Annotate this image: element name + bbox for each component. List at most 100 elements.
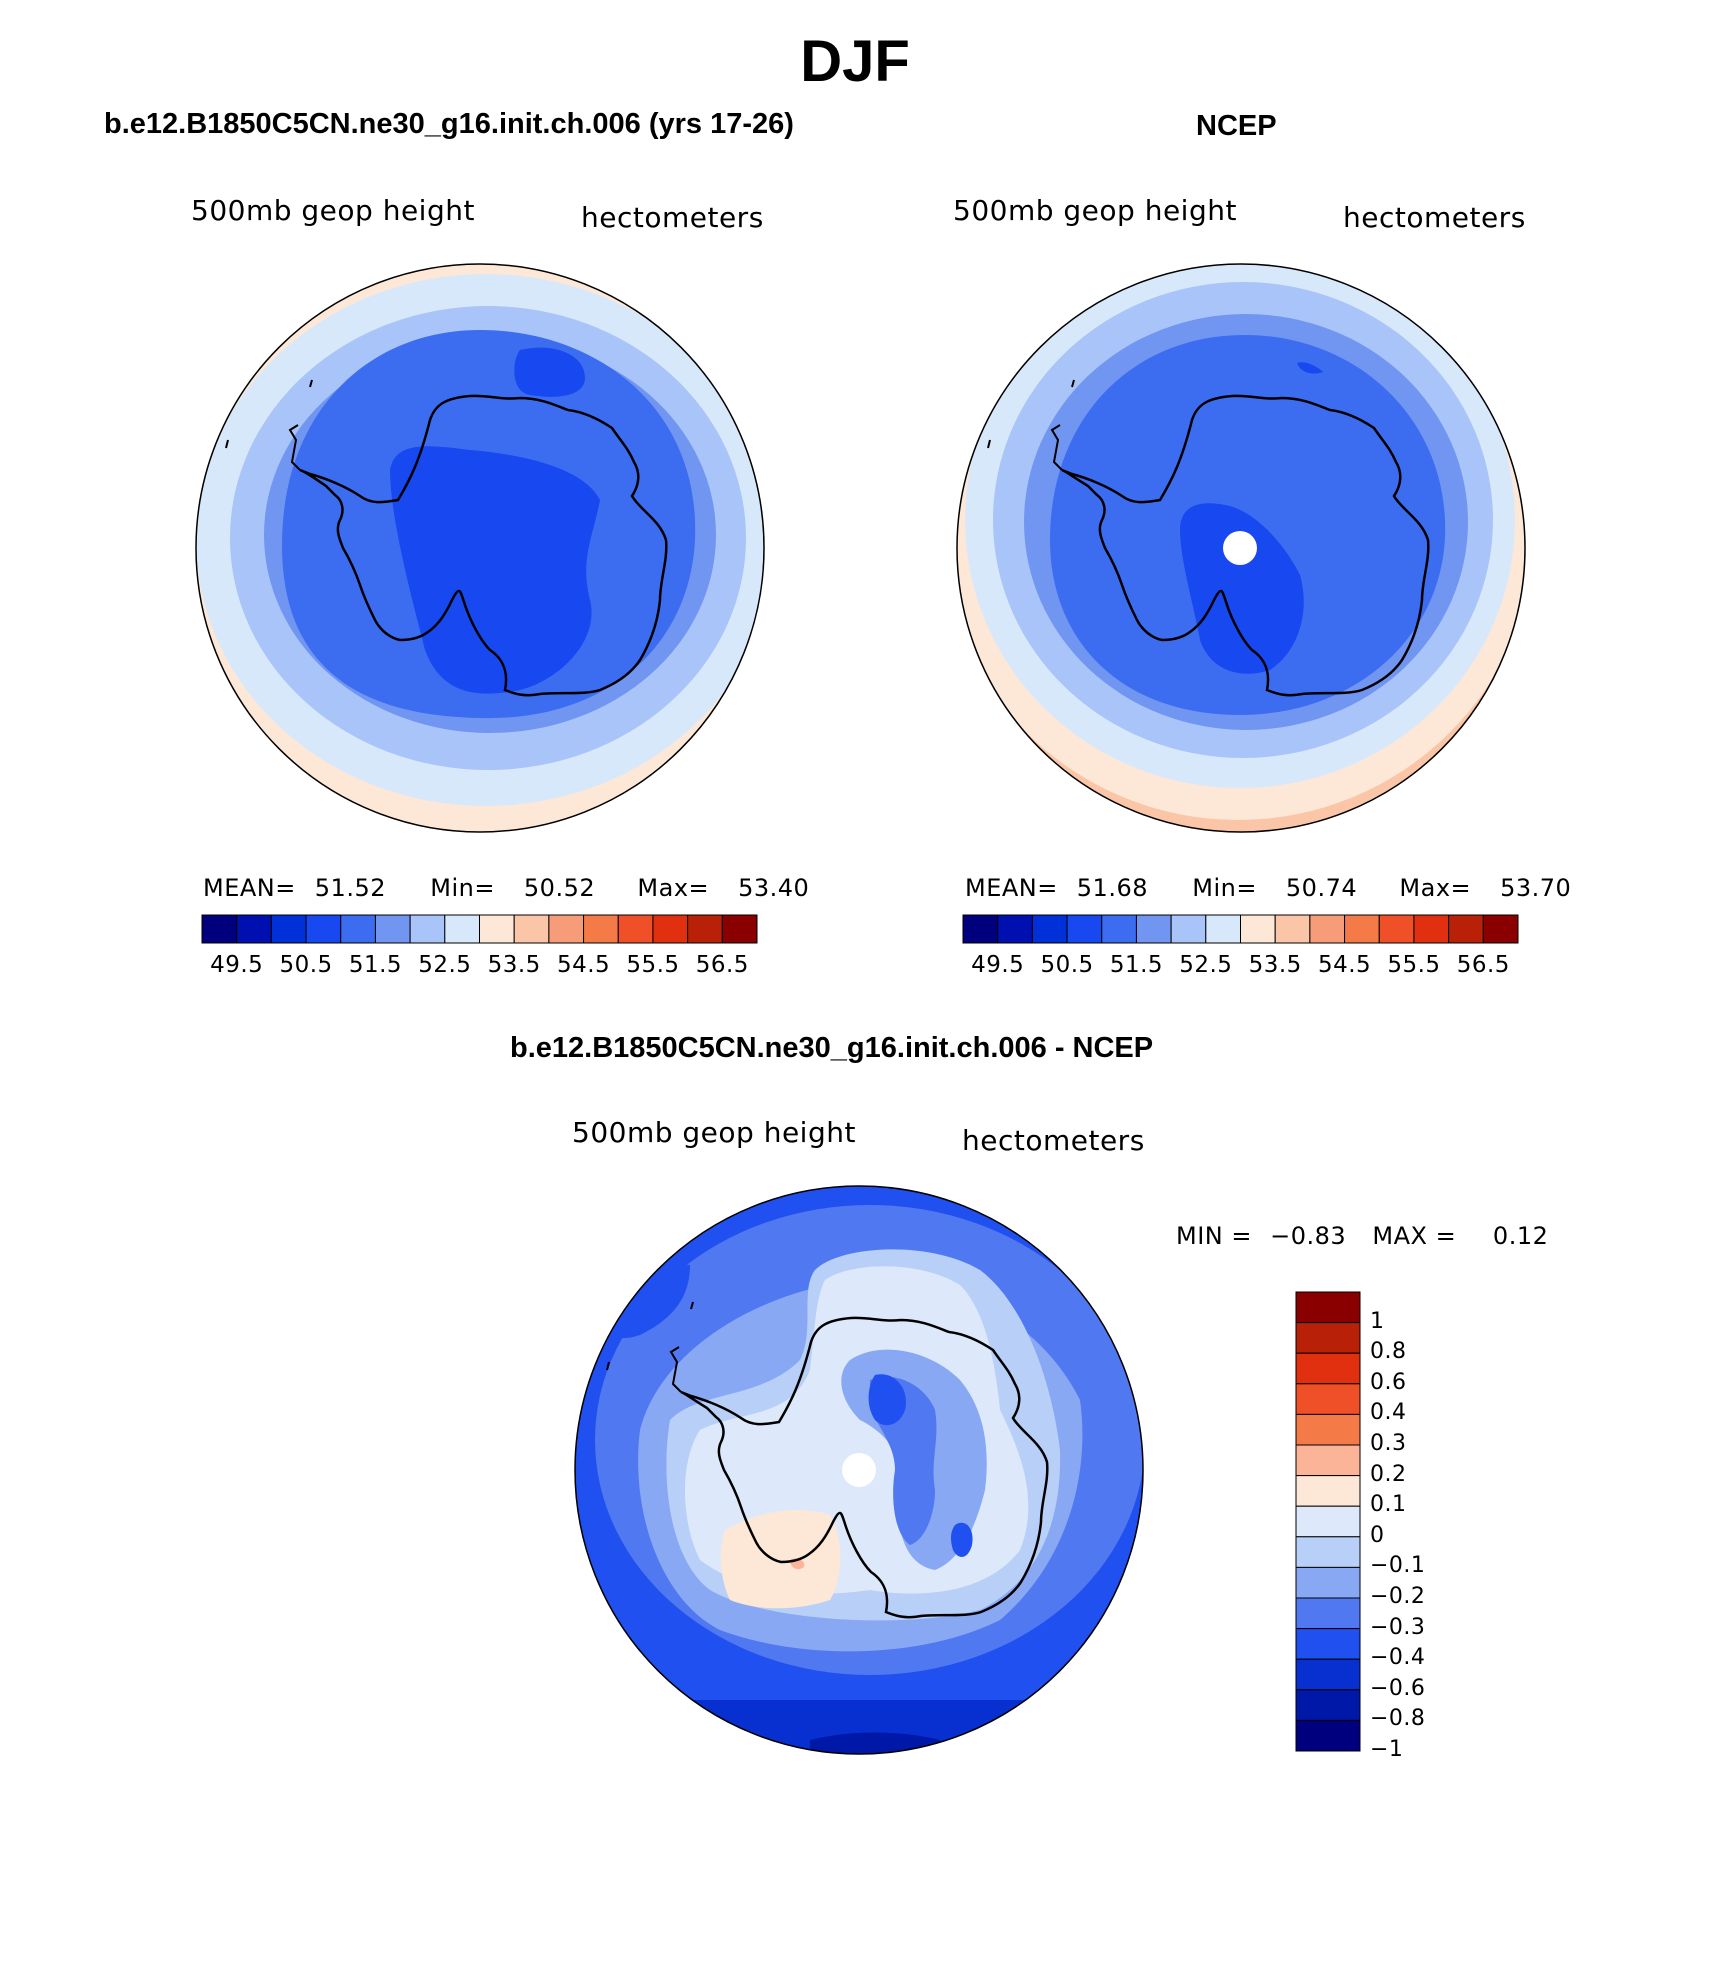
antarctic-peninsula xyxy=(288,424,301,471)
model-colorbar-box xyxy=(236,914,272,944)
obs-units-label: hectometers xyxy=(1343,201,1526,234)
diff-colorbar-box xyxy=(1295,1536,1361,1568)
obs-colorbar-box xyxy=(1031,914,1068,944)
model-colorbar-box xyxy=(583,914,619,944)
figure-title: DJF xyxy=(800,29,910,94)
contour-band xyxy=(868,1374,906,1426)
diff-colorbar-tick-label: −0.2 xyxy=(1370,1584,1426,1609)
model-colorbar-tick-label: 49.5 xyxy=(210,952,264,978)
obs-variable-label: 500mb geop height xyxy=(953,194,1237,227)
diff-colorbar-tick-label: 0.2 xyxy=(1370,1461,1407,1487)
model-colorbar-box xyxy=(409,914,446,944)
obs-min-value: 50.74 xyxy=(1285,874,1358,902)
model-colorbar-box xyxy=(340,914,376,944)
model-colorbar-box xyxy=(513,914,550,944)
map-boundary xyxy=(195,263,765,833)
model-colorbar-ticks: 49.5 50.5 51.5 52.5 53.5 54.5 55.5 56.5 xyxy=(202,952,757,982)
obs-min-label: Min= xyxy=(1192,874,1257,902)
contour-band xyxy=(950,1522,973,1557)
model-colorbar xyxy=(201,914,758,944)
obs-colorbar-tick-label: 50.5 xyxy=(1040,952,1094,978)
diff-colorbar-tick-label: 1 xyxy=(1370,1308,1385,1334)
model-colorbar-box xyxy=(721,914,758,944)
model-colorbar-box xyxy=(201,914,238,944)
islands xyxy=(606,1301,694,1371)
model-variable-label: 500mb geop height xyxy=(191,194,475,227)
diff-colorbar-tick-label: −0.4 xyxy=(1370,1645,1426,1671)
antarctic-peninsula xyxy=(1050,424,1063,471)
diff-colorbar-box xyxy=(1295,1475,1361,1507)
diff-min-value: −0.83 xyxy=(1270,1222,1347,1250)
antarctica-coastline xyxy=(299,394,668,697)
model-panel-title: b.e12.B1850C5CN.ne30_g16.init.ch.006 (yr… xyxy=(104,108,794,140)
antarctica-coastline xyxy=(1061,394,1430,697)
obs-colorbar-box xyxy=(1066,914,1103,944)
model-max-value: 53.40 xyxy=(738,874,810,902)
contour-band xyxy=(514,347,585,397)
diff-colorbar-tick-label: 0.6 xyxy=(1370,1369,1407,1395)
diff-colorbar xyxy=(1295,1291,1361,1752)
model-colorbar-box xyxy=(652,914,689,944)
model-colorbar-tick-label: 53.5 xyxy=(487,952,541,978)
obs-colorbar-box xyxy=(1378,914,1415,944)
model-colorbar-tick-label: 52.5 xyxy=(418,952,472,978)
diff-colorbar-box xyxy=(1295,1383,1361,1415)
diff-colorbar-box xyxy=(1295,1628,1361,1660)
diff-variable-label: 500mb geop height xyxy=(572,1116,856,1149)
model-units-label: hectometers xyxy=(581,201,764,234)
model-stats: MEAN= 51.52 Min= 50.52 Max= 53.40 xyxy=(203,874,809,902)
diff-colorbar-box xyxy=(1295,1566,1361,1599)
model-colorbar-box xyxy=(617,914,654,944)
diff-colorbar-tick-label: 0.8 xyxy=(1370,1339,1407,1365)
map-boundary xyxy=(956,263,1526,833)
diff-colorbar-tick-label: −0.8 xyxy=(1370,1706,1426,1732)
diff-colorbar-box xyxy=(1295,1505,1361,1538)
model-colorbar-tick-label: 50.5 xyxy=(279,952,333,978)
obs-colorbar-tick-label: 49.5 xyxy=(971,952,1025,978)
obs-colorbar-box xyxy=(1205,914,1241,944)
obs-colorbar-box xyxy=(1274,914,1311,944)
obs-colorbar-box xyxy=(1135,914,1172,944)
obs-mean-value: 51.68 xyxy=(1076,874,1148,902)
diff-colorbar-tick-label: 0 xyxy=(1370,1522,1385,1548)
obs-colorbar-tick-label: 55.5 xyxy=(1387,952,1441,978)
contour-band xyxy=(720,1510,841,1609)
obs-colorbar-ticks: 49.5 50.5 51.5 52.5 53.5 54.5 55.5 56.5 xyxy=(963,952,1518,982)
diff-colorbar-box xyxy=(1295,1719,1361,1752)
diff-colorbar-box xyxy=(1295,1658,1361,1691)
antarctic-peninsula xyxy=(669,1346,682,1393)
obs-colorbar-box xyxy=(1482,914,1519,944)
contour-band xyxy=(1180,503,1304,674)
islands xyxy=(987,379,1075,449)
obs-max-label: Max= xyxy=(1399,874,1472,902)
model-colorbar-box xyxy=(270,914,307,944)
model-colorbar-box xyxy=(374,914,411,944)
model-mean-label: MEAN= xyxy=(203,874,296,902)
map-boundary xyxy=(574,1185,1144,1755)
obs-colorbar-box xyxy=(962,914,999,944)
obs-colorbar-box xyxy=(1413,914,1450,944)
obs-colorbar-tick-label: 51.5 xyxy=(1109,952,1164,978)
diff-colorbar-box xyxy=(1295,1444,1361,1477)
obs-colorbar-tick-label: 52.5 xyxy=(1179,952,1233,978)
missing-data-pole xyxy=(842,1453,876,1487)
diff-colorbar-box xyxy=(1295,1413,1361,1446)
model-min-value: 50.52 xyxy=(523,874,596,902)
model-colorbar-tick-label: 55.5 xyxy=(626,952,680,978)
diff-colorbar-ticks: 1 0.8 0.6 0.4 0.3 0.2 0.1 0 −0.1 −0.2 −0.3 −0.4 −0.6… xyxy=(1370,1291,1450,1762)
diff-max-label: MAX = xyxy=(1372,1222,1457,1250)
obs-stats: MEAN= 51.68 Min= 50.74 Max= 53.70 xyxy=(965,874,1571,902)
model-mean-value: 51.52 xyxy=(314,874,386,902)
model-max-label: Max= xyxy=(637,874,710,902)
diff-colorbar-tick-label: 0.3 xyxy=(1370,1431,1407,1456)
diff-colorbar-box xyxy=(1295,1689,1361,1721)
obs-colorbar-tick-label: 54.5 xyxy=(1317,952,1372,978)
obs-colorbar-box xyxy=(1240,914,1276,944)
diff-units-label: hectometers xyxy=(962,1124,1145,1157)
obs-colorbar-box xyxy=(1170,914,1207,944)
obs-colorbar-box xyxy=(1344,914,1380,944)
diff-colorbar-tick-label: 0.4 xyxy=(1370,1400,1407,1426)
obs-colorbar-tick-label: 53.5 xyxy=(1248,952,1302,978)
